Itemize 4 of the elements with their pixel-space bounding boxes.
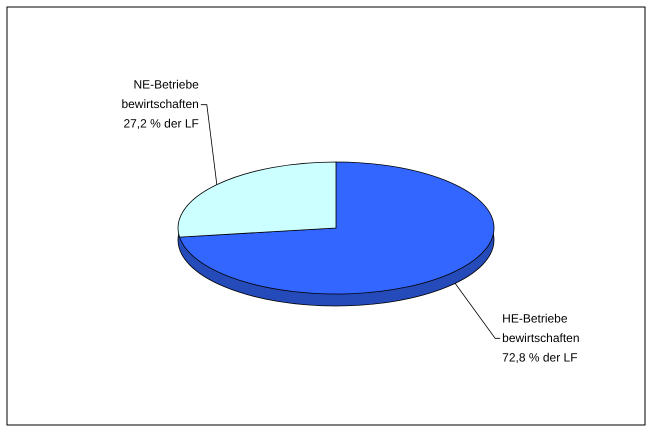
- slice-label: HE-Betriebe bewirtschaften: [502, 311, 580, 345]
- data-label: 72,8 % der LF: [502, 350, 578, 364]
- slice-label: NE-Betriebe bewirtschaften: [121, 78, 200, 112]
- data-label: 27,2 % der LF: [123, 116, 199, 131]
